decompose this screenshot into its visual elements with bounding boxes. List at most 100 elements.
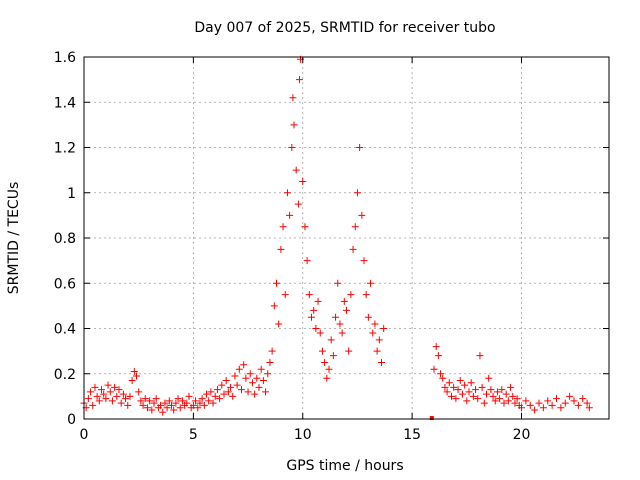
data-point [178,397,186,405]
data-point [150,399,158,407]
data-point [485,374,493,382]
data-point [200,401,208,409]
data-point [124,401,132,409]
data-point [561,399,569,407]
data-point [126,392,134,400]
data-point [570,397,578,405]
data-point [483,390,490,398]
data-point [227,383,235,391]
data-point [340,297,348,305]
y-tick-label: 0 [67,412,76,428]
grid-lines [84,57,609,419]
data-point [539,404,547,412]
data-point [218,381,226,389]
data-point [231,372,239,380]
data-point [544,397,552,405]
data-point [585,404,593,412]
data-point [172,399,180,407]
data-point [338,329,346,337]
y-tick-label: 0.2 [54,367,76,383]
y-tick-label: 0.4 [54,322,76,338]
data-point [474,395,482,403]
data-point [461,381,469,389]
data-point [310,306,318,314]
data-point [143,404,151,412]
data-point [507,383,515,391]
data-point [463,397,471,405]
data-point [321,358,329,366]
y-tick-label: 1 [67,186,76,202]
data-point [277,245,285,253]
data-point [288,144,296,151]
data-point [152,395,160,403]
data-point [526,401,534,409]
data-point [349,245,357,253]
data-point [209,399,217,407]
data-point [84,395,92,403]
y-tick-label: 1.2 [54,141,76,157]
data-point [168,401,175,409]
data-point [89,401,97,409]
data-point [238,386,245,394]
data-point [102,395,110,403]
chart-title: Day 007 of 2025, SRMTID for receiver tub… [194,20,495,36]
data-point [98,386,105,394]
data-point [242,374,250,382]
data-point [289,94,297,102]
data-point [318,347,326,355]
data-point [211,392,219,400]
data-point [128,377,136,385]
data-point [240,361,248,369]
y-tick-label: 1.6 [54,50,76,66]
x-tick-label: 5 [189,427,198,443]
data-point [207,388,215,396]
data-point [332,313,340,321]
data-point [522,397,530,405]
data-point [283,189,291,197]
data-point [511,399,519,407]
data-point [367,279,375,287]
data-point [467,379,475,387]
data-point [275,320,283,328]
data-point [362,291,370,299]
isolated-data-point [429,416,434,420]
y-tick-label: 1.4 [54,95,76,111]
data-point [329,352,337,360]
data-point [290,121,298,129]
data-point [255,383,263,391]
data-point [176,404,184,412]
data-point [454,386,462,394]
data-point [301,223,309,231]
data-point [448,392,455,400]
data-point [253,374,261,382]
data-point [286,211,294,219]
data-point [244,388,252,396]
data-point [159,408,167,416]
data-point [104,381,112,389]
data-point [113,392,121,400]
data-point [196,399,204,407]
data-point [213,386,221,394]
data-point [452,395,460,403]
data-point [262,388,270,396]
x-tick-label: 0 [80,427,89,443]
data-point [268,347,276,355]
data-points [80,55,593,420]
data-point [566,392,574,400]
data-point [579,395,587,403]
data-point [323,374,331,382]
data-point [117,399,125,407]
y-tick-label: 0.6 [54,276,76,292]
data-point [146,397,154,405]
axis-ticks: 0 5 10 15 20 0 0.2 0.4 0.6 0.8 1 1.2 1.4 1.6 [54,50,609,443]
data-point [480,399,488,407]
data-point [130,367,138,375]
data-point [327,336,335,344]
data-point [553,395,560,403]
data-point [351,223,359,231]
data-point [509,392,517,400]
data-point [472,386,480,394]
data-point [100,390,108,398]
data-point [295,76,303,84]
data-point [458,390,466,398]
